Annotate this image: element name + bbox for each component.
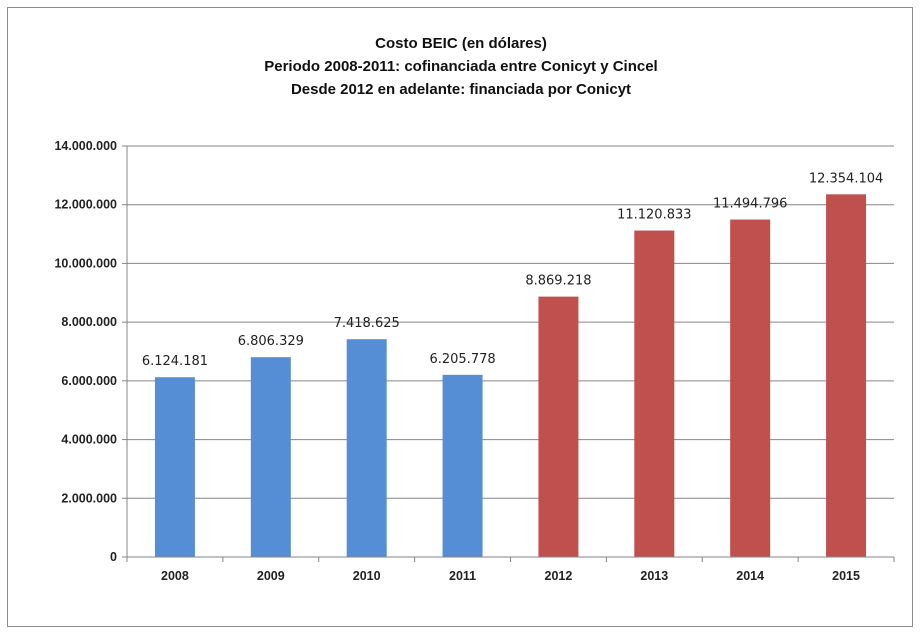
chart-title-line-3: Desde 2012 en adelante: financiada por C…: [291, 81, 631, 98]
y-tick-label: 6.000.000: [61, 374, 117, 388]
x-tick-label: 2008: [161, 569, 189, 583]
chart-title-line-1: Costo BEIC (en dólares): [375, 35, 547, 52]
data-label-2013: 11.120.833: [617, 208, 691, 223]
data-label-2010: 7.418.625: [334, 316, 400, 331]
bar-2013: [634, 230, 675, 558]
bar-2012: [538, 296, 579, 557]
data-label-2011: 6.205.778: [429, 352, 495, 367]
x-axis: 2008 2009 2010 2011 2012 2013 2014 2015: [126, 556, 895, 583]
data-label-2015: 12.354.104: [809, 171, 883, 186]
data-label-2012: 8.869.218: [525, 274, 591, 289]
data-label-2009: 6.806.329: [238, 334, 304, 349]
x-tick-label: 2009: [257, 569, 285, 583]
y-tick-label: 8.000.000: [61, 315, 117, 329]
bars: [154, 194, 867, 558]
y-axis: 0 2.000.000 4.000.000 6.000.000 8.000.000 10.…: [54, 139, 128, 564]
x-tick-label: 2014: [736, 569, 764, 583]
bar-2011: [442, 374, 483, 557]
y-tick-label: 2.000.000: [61, 491, 117, 505]
x-tick-label: 2010: [353, 569, 381, 583]
bar-2010: [346, 339, 387, 557]
x-tick-label: 2013: [640, 569, 668, 583]
y-tick-label: 14.000.000: [54, 139, 117, 153]
x-tick-label: 2011: [449, 569, 476, 583]
data-labels: 6.124.181 6.806.329 7.418.625 6.205.778 8.86…: [142, 171, 883, 369]
x-tick-label: 2012: [545, 569, 573, 583]
chart-title: Costo BEIC (en dólares) Periodo 2008-201…: [264, 35, 657, 98]
data-label-2014: 11.494.796: [713, 197, 787, 212]
bar-2015: [826, 194, 867, 558]
chart-title-line-2: Periodo 2008-2011: cofinanciada entre Co…: [264, 58, 657, 75]
x-tick-label: 2015: [832, 569, 860, 583]
bar-2014: [730, 219, 771, 557]
y-tick-label: 4.000.000: [61, 433, 117, 447]
y-tick-label: 10.000.000: [54, 256, 117, 270]
y-tick-label: 12.000.000: [54, 198, 117, 212]
bar-2009: [250, 357, 291, 557]
y-tick-label: 0: [110, 550, 117, 564]
data-label-2008: 6.124.181: [142, 354, 208, 369]
bar-2008: [154, 377, 195, 557]
